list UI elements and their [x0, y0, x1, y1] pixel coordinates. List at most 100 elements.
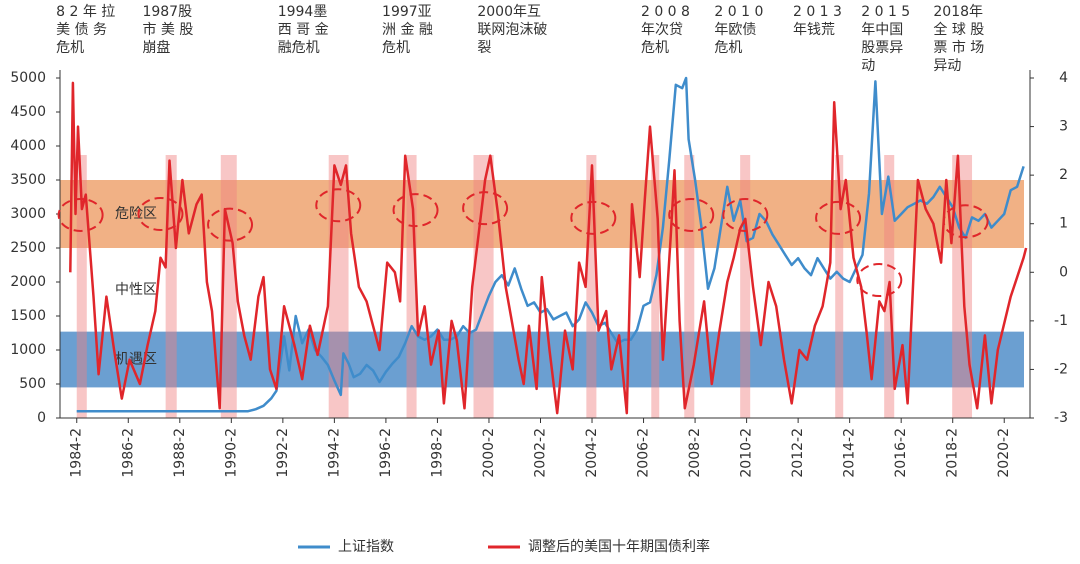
highlight-circle: [462, 191, 509, 226]
y2-tick-label: 0: [1059, 264, 1068, 280]
crisis-period: [473, 155, 494, 418]
y-tick-label: 5000: [10, 70, 46, 86]
x-tick-label: 2008-2: [687, 428, 703, 478]
crisis-period: [740, 155, 751, 418]
series-line: [76, 76, 1025, 413]
annotation: 危机: [714, 40, 742, 56]
zone-label: 危险区: [115, 206, 157, 222]
highlight-circle: [856, 263, 903, 298]
annotation: 1997亚: [382, 4, 432, 20]
crisis-period: [76, 155, 87, 418]
crisis-period: [406, 155, 417, 418]
highlight-circle: [137, 197, 184, 231]
y2-tick-label: -1: [1054, 313, 1068, 329]
annotation: 年欧债: [714, 22, 756, 38]
x-tick-label: 2012-2: [790, 428, 806, 478]
highlight-circle: [570, 200, 617, 235]
y-tick-label: 3500: [10, 172, 46, 188]
annotation: 融危机: [278, 40, 320, 56]
annotation: 2000年互: [477, 4, 541, 20]
x-tick-label: 1986-2: [120, 428, 136, 478]
highlight-circle: [815, 200, 862, 235]
legend-label: 上证指数: [338, 539, 394, 555]
x-tick-label: 1990-2: [223, 428, 239, 478]
x-tick-label: 2002-2: [532, 428, 548, 478]
y-tick-label: 500: [19, 376, 46, 392]
annotation: 2 0 1 5: [861, 4, 910, 20]
crisis-period: [586, 155, 597, 418]
highlight-circle: [722, 197, 769, 232]
annotation: 年中国: [861, 22, 903, 38]
x-tick-label: 2004-2: [584, 428, 600, 478]
annotation: 动: [861, 58, 875, 74]
annotation: 1987股: [142, 4, 192, 20]
annotation: 危机: [382, 40, 410, 56]
highlight-circle: [668, 197, 715, 232]
y-tick-label: 0: [37, 410, 46, 426]
x-tick-label: 1998-2: [429, 428, 445, 478]
highlight-circle: [942, 204, 989, 239]
crisis-period: [651, 155, 660, 418]
x-tick-label: 2014-2: [842, 428, 858, 478]
annotation: 联网泡沫破: [477, 22, 547, 38]
y2-tick-label: -2: [1054, 361, 1068, 377]
y-tick-label: 2000: [10, 274, 46, 290]
y2-tick-label: 4: [1059, 70, 1068, 86]
y-tick-label: 1500: [10, 308, 46, 324]
annotation: 危机: [641, 40, 669, 56]
highlight-circle: [315, 188, 362, 223]
annotation: 洲 金 融: [382, 22, 433, 38]
crisis-period: [835, 155, 844, 418]
annotation: 市 美 股: [142, 21, 193, 38]
x-tick-label: 1994-2: [326, 428, 342, 478]
x-tick-label: 2020-2: [996, 428, 1012, 478]
annotation: 崩盘: [142, 39, 170, 56]
series-line: [69, 81, 1028, 415]
y2-tick-label: 2: [1059, 167, 1068, 183]
x-tick-label: 1996-2: [378, 428, 394, 478]
annotation: 1994墨: [278, 4, 328, 20]
y-tick-label: 3000: [10, 206, 46, 222]
crisis-period: [684, 155, 695, 418]
crisis-period: [328, 155, 349, 418]
x-tick-label: 2016-2: [893, 428, 909, 478]
y-tick-label: 1000: [10, 342, 46, 358]
legend-label: 调整后的美国十年期国债利率: [528, 538, 710, 555]
annotation: 裂: [477, 40, 491, 56]
annotation: 2 0 1 0: [714, 4, 763, 20]
zone-band: [60, 331, 1024, 388]
annotation: 股票异: [861, 40, 903, 56]
annotation: 2 0 0 8: [641, 4, 690, 20]
annotation: 2018年: [933, 4, 983, 20]
y2-tick-label: -3: [1054, 410, 1068, 426]
annotation: 8 2 年 拉: [56, 4, 115, 20]
x-tick-label: 2010-2: [739, 428, 755, 478]
annotation: 异动: [933, 58, 961, 74]
annotation: 票 市 场: [933, 39, 984, 56]
highlight-circle: [207, 207, 254, 242]
annotation: 全 球 股: [933, 21, 984, 38]
annotation: 美 债 务: [56, 22, 107, 38]
y-tick-label: 2500: [10, 240, 46, 256]
x-tick-label: 2000-2: [481, 428, 497, 478]
x-tick-label: 1992-2: [275, 428, 291, 478]
zone-label: 机遇区: [115, 352, 157, 368]
zone-label: 中性区: [115, 282, 157, 298]
y2-tick-label: 1: [1059, 216, 1068, 232]
x-tick-label: 2006-2: [636, 428, 652, 478]
x-tick-label: 1984-2: [69, 428, 85, 478]
x-tick-label: 2018-2: [945, 428, 961, 478]
annotation: 危机: [56, 40, 84, 56]
annotation: 西 哥 金: [278, 22, 329, 38]
y2-tick-label: 3: [1059, 119, 1068, 135]
x-tick-label: 1988-2: [172, 428, 188, 478]
y-tick-label: 4500: [10, 104, 46, 120]
y-tick-label: 4000: [10, 138, 46, 154]
annotation: 2 0 1 3: [793, 4, 842, 20]
highlight-circle: [392, 193, 439, 228]
highlight-circle: [57, 197, 104, 232]
annotation: 年次贷: [641, 22, 683, 38]
annotation: 年钱荒: [793, 22, 835, 38]
crisis-period: [165, 155, 177, 418]
